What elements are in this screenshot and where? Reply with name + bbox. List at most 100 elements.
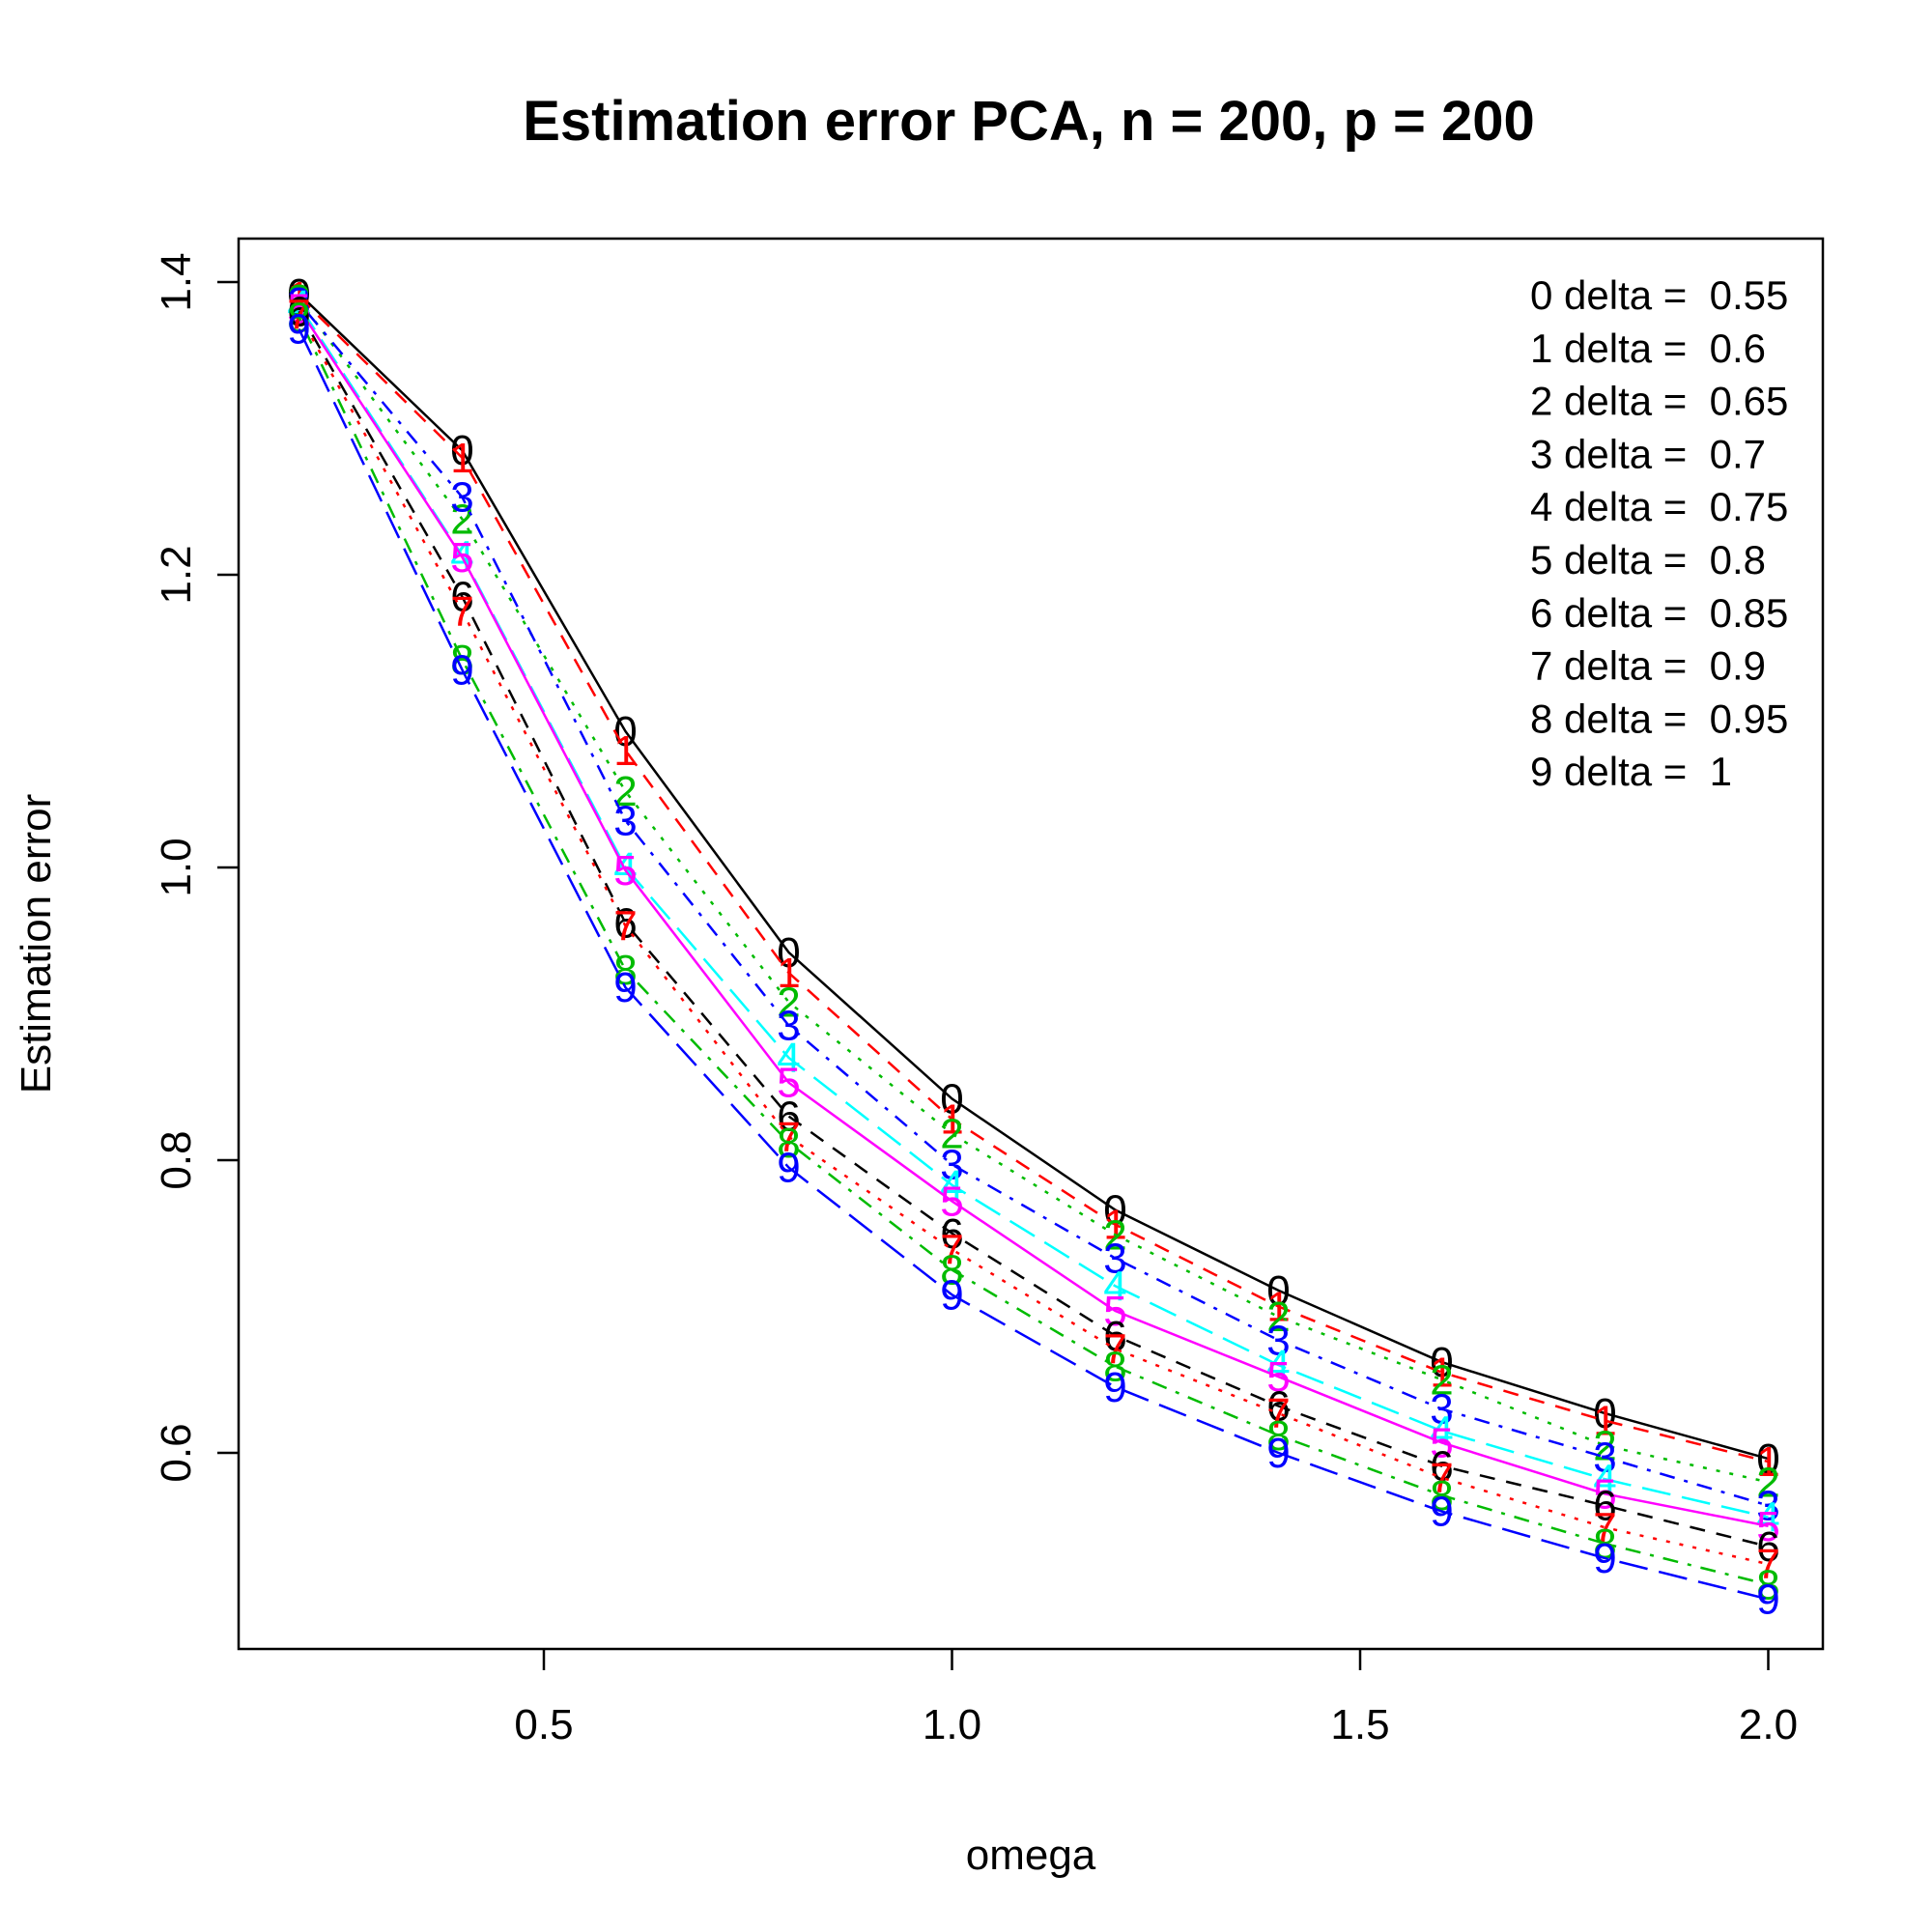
series-line-8 (298, 316, 1769, 1586)
data-point: 7 (1756, 1541, 1779, 1588)
data-point: 8 (777, 1120, 800, 1167)
data-point: 9 (1756, 1577, 1779, 1624)
data-point: 2 (1430, 1356, 1453, 1404)
series-line-7 (298, 313, 1769, 1566)
data-point: 9 (287, 305, 310, 353)
data-point: 3 (1103, 1236, 1126, 1283)
data-point: 3 (1430, 1386, 1453, 1434)
data-point: 1 (1593, 1398, 1616, 1445)
data-point: 7 (1593, 1504, 1616, 1551)
data-point: 5 (777, 1060, 800, 1107)
data-point: 8 (940, 1247, 963, 1294)
y-tick-label: 0.6 (153, 1423, 200, 1482)
legend-item-7: 7 delta = 0.9 (1530, 643, 1766, 689)
data-point: 6 (1430, 1443, 1453, 1491)
data-point: 7 (1430, 1455, 1453, 1502)
data-point: 7 (613, 903, 637, 951)
x-axis: 0.5 1.0 1.5 2.0 (514, 1649, 1798, 1748)
chart-title: Estimation error PCA, n = 200, p = 200 (523, 90, 1535, 153)
data-point: 1 (777, 950, 800, 997)
data-point: 3 (940, 1142, 963, 1189)
y-axis-label: Estimation error (13, 794, 60, 1094)
data-point: 2 (777, 979, 800, 1026)
data-point: 5 (1756, 1503, 1779, 1550)
legend: 0 delta = 0.55 1 delta = 0.6 2 delta = 0.6… (1530, 272, 1788, 794)
data-point: 9 (940, 1271, 963, 1319)
data-point: 3 (450, 474, 473, 522)
x-tick-label: 1.5 (1330, 1701, 1389, 1748)
data-point: 1 (613, 727, 637, 775)
data-point: 9 (777, 1145, 800, 1192)
legend-item-3: 3 delta = 0.7 (1530, 431, 1766, 476)
data-point: 9 (613, 964, 637, 1011)
data-point: 6 (1266, 1383, 1290, 1431)
data-point: 2 (940, 1111, 963, 1158)
data-point: 5 (940, 1178, 963, 1225)
series-line-3 (298, 301, 1769, 1507)
data-point: 5 (1430, 1419, 1453, 1466)
legend-item-0: 0 delta = 0.55 (1530, 272, 1788, 318)
data-point: 7 (1103, 1325, 1126, 1373)
x-tick-label: 0.5 (514, 1701, 573, 1748)
data-point: 6 (1593, 1483, 1616, 1530)
data-point: 1 (1756, 1438, 1779, 1486)
data-point: 9 (1266, 1430, 1290, 1477)
data-point: 9 (450, 646, 473, 694)
data-point: 7 (777, 1114, 800, 1161)
data-point: 4 (1103, 1263, 1126, 1310)
y-tick-label: 1.0 (153, 838, 200, 896)
data-point: 1 (1266, 1284, 1290, 1331)
legend-item-2: 2 delta = 0.65 (1530, 379, 1788, 424)
x-axis-label: omega (966, 1832, 1096, 1879)
legend-item-5: 5 delta = 0.8 (1530, 537, 1766, 582)
data-point: 9 (1430, 1489, 1453, 1536)
data-point: 3 (1266, 1317, 1290, 1364)
data-point: 2 (450, 496, 473, 543)
data-point: 0 (1756, 1435, 1779, 1483)
data-point: 2 (1266, 1293, 1290, 1341)
data-point: 5 (613, 847, 637, 895)
y-tick-label: 1.2 (153, 545, 200, 604)
data-point: 6 (940, 1210, 963, 1258)
data-point: 1 (1103, 1202, 1126, 1249)
data-point: 8 (1593, 1520, 1616, 1568)
data-point: 9 (1593, 1535, 1616, 1582)
data-point: 5 (450, 534, 473, 582)
legend-item-9: 9 delta = 1 (1530, 749, 1732, 794)
data-point: 3 (1593, 1435, 1616, 1482)
data-point: 1 (940, 1096, 963, 1144)
series-group: 0000000000111111111122222222223333333333… (287, 270, 1779, 1623)
data-point: 2 (1593, 1422, 1616, 1469)
data-point: 3 (613, 798, 637, 845)
x-tick-label: 2.0 (1739, 1701, 1798, 1748)
data-point: 3 (777, 1003, 800, 1050)
data-point: 1 (450, 435, 473, 482)
data-point: 0 (940, 1075, 963, 1122)
data-point: 0 (1430, 1339, 1453, 1386)
plot-frame (237, 237, 1825, 1651)
data-point: 4 (1756, 1494, 1779, 1542)
series-line-9 (298, 327, 1769, 1601)
data-point: 7 (1266, 1390, 1290, 1437)
data-point: 8 (1756, 1561, 1779, 1608)
data-point: 8 (450, 637, 473, 684)
legend-item-8: 8 delta = 0.95 (1530, 696, 1788, 741)
data-point: 4 (1430, 1407, 1453, 1455)
legend-item-4: 4 delta = 0.75 (1530, 484, 1788, 529)
legend-item-1: 1 delta = 0.6 (1530, 326, 1766, 371)
x-tick-label: 1.0 (923, 1701, 981, 1748)
data-point: 5 (287, 285, 310, 332)
data-point: 5 (1593, 1470, 1616, 1518)
data-point: 0 (1103, 1187, 1126, 1235)
data-point: 0 (777, 929, 800, 977)
data-point: 0 (1593, 1390, 1616, 1437)
data-point: 4 (1266, 1342, 1290, 1389)
